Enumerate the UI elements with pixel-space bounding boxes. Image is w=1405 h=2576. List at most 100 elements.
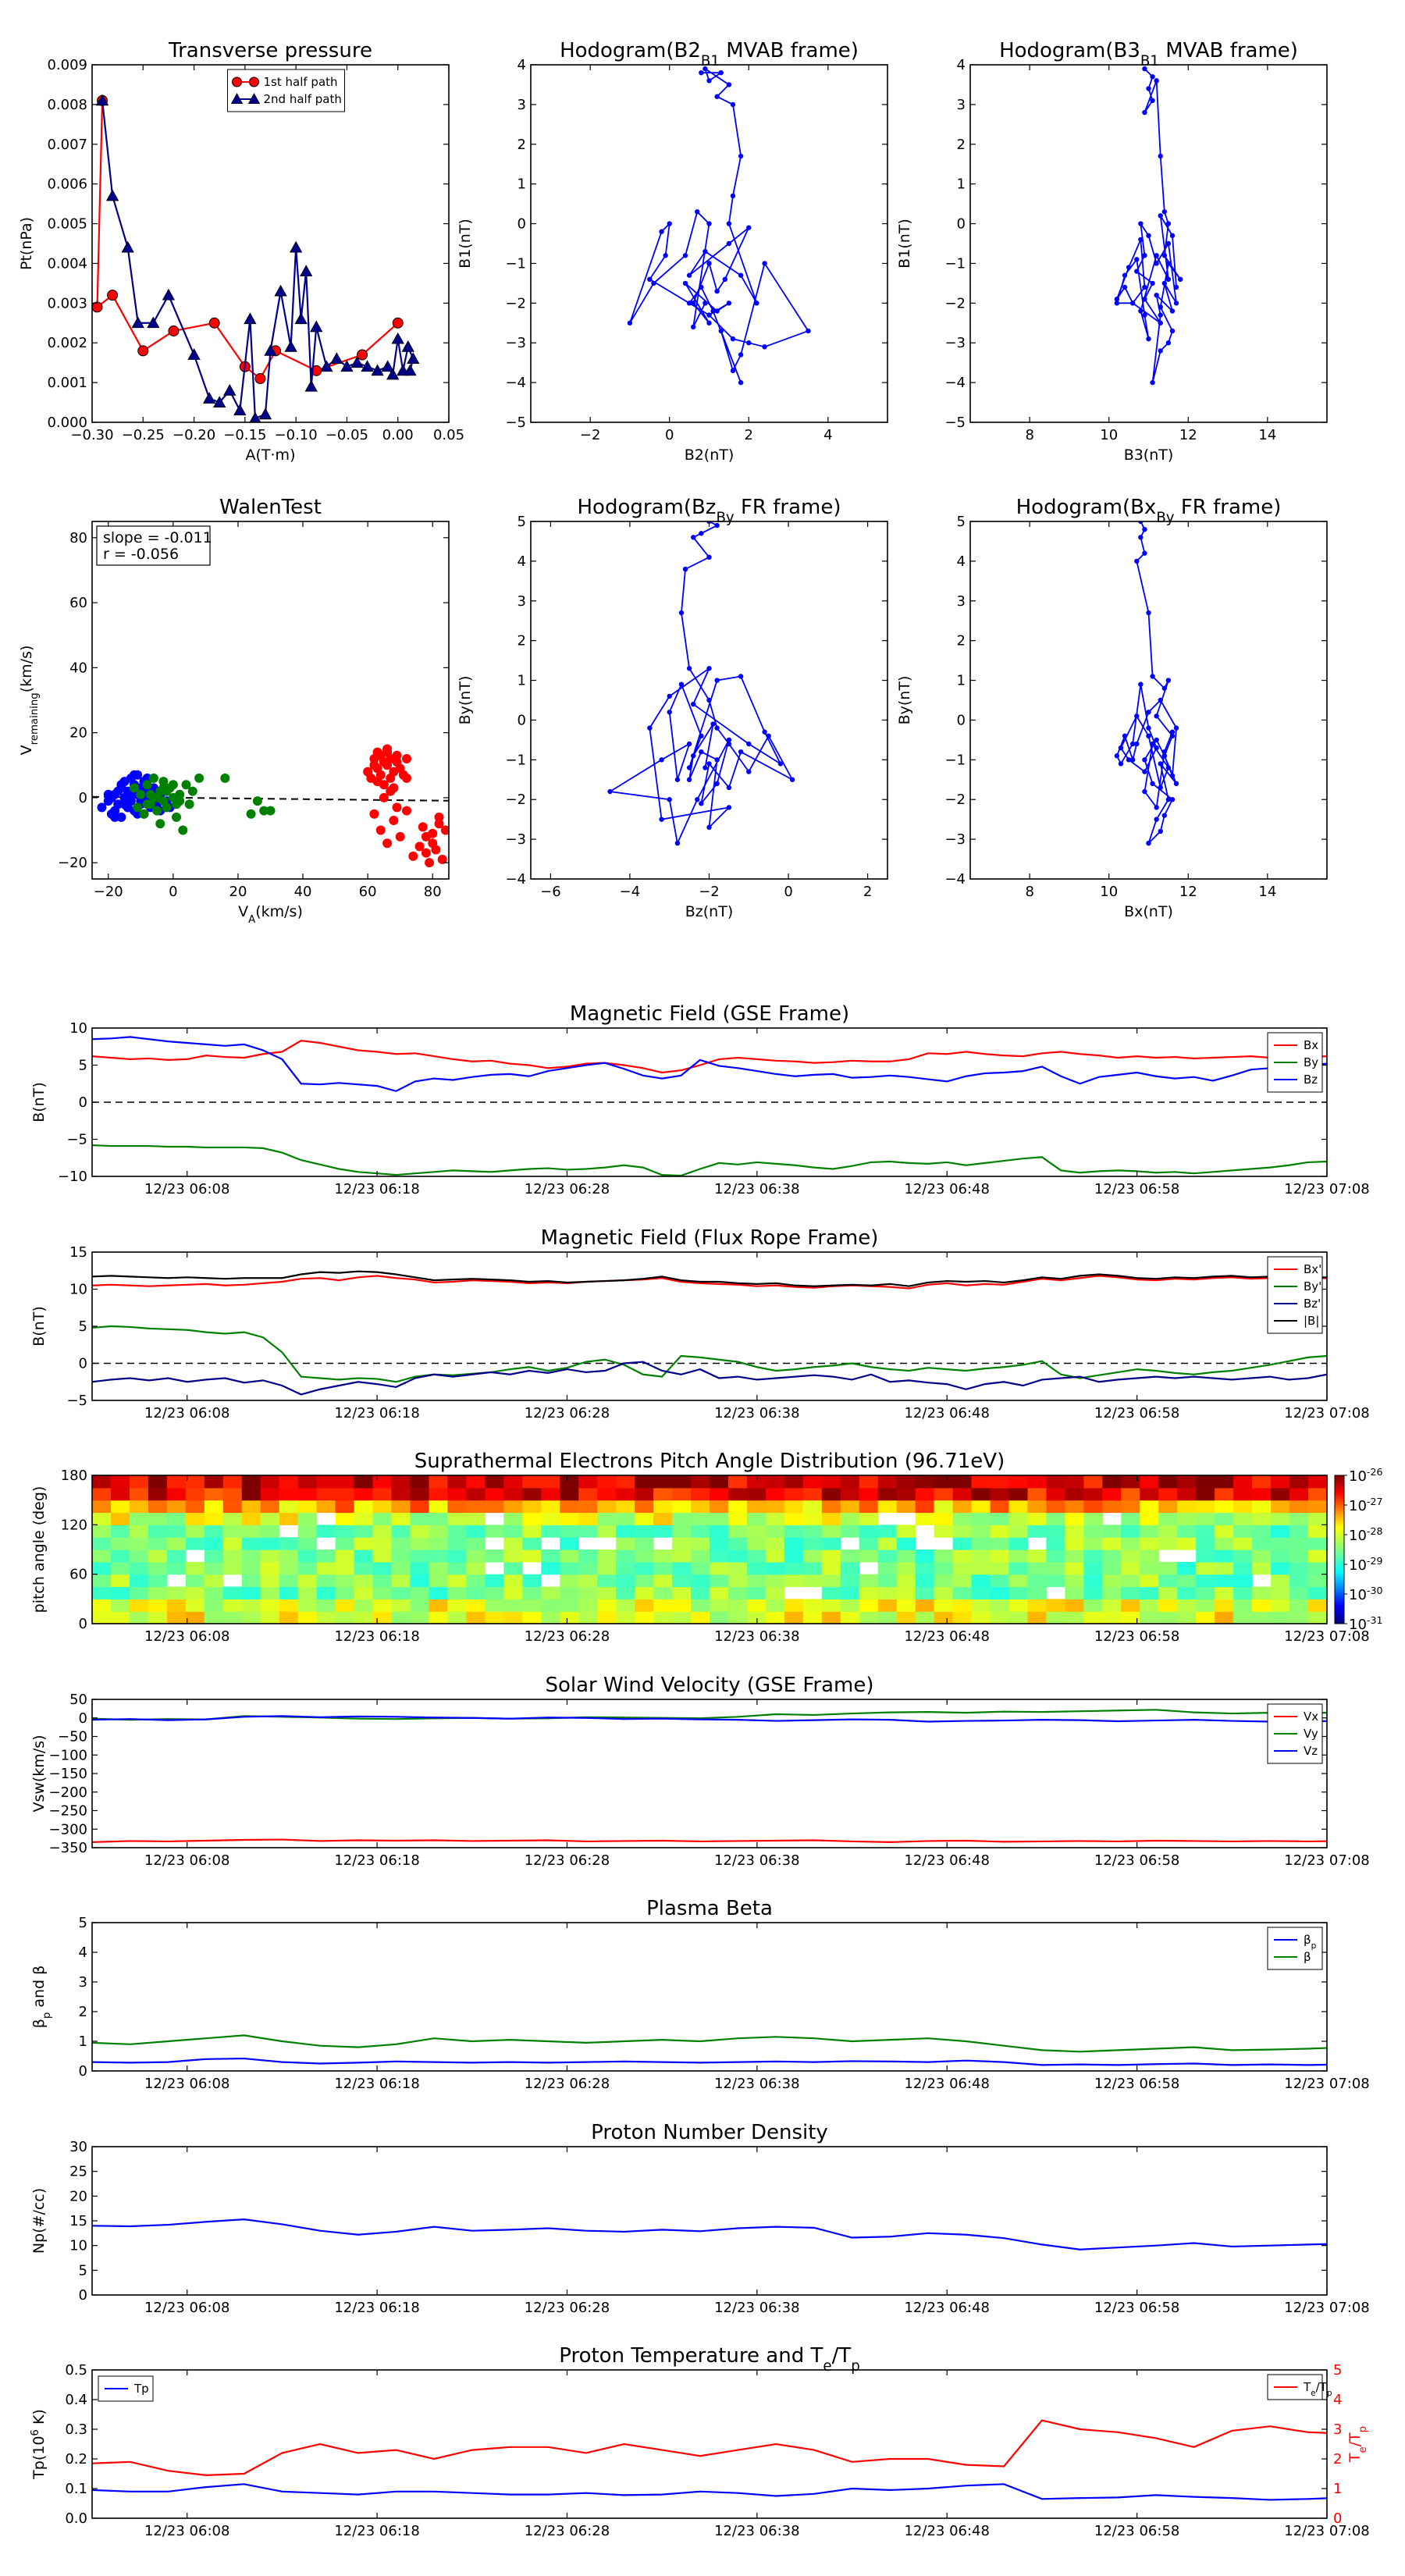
heatmap-cell [802,1561,823,1575]
y-tick-label: 0.003 [47,295,87,311]
heatmap-cell [1121,1550,1140,1563]
heatmap-cell [316,1561,336,1575]
heatmap-cell [148,1550,168,1563]
heatmap-cell [1308,1561,1328,1575]
heatmap-cell [316,1586,336,1599]
y-tick-label: −2 [944,295,966,311]
heatmap-cell [727,1561,748,1575]
heatmap-cell [129,1599,149,1612]
plot-frame [969,521,1328,880]
data-point [1150,674,1155,679]
y-axis-label: By(nT) [457,676,474,725]
heatmap-cell [727,1512,748,1525]
panel-title: Solar Wind Velocity (GSE Frame) [545,1674,873,1697]
heatmap-cell [204,1475,224,1489]
heatmap-cell [241,1561,261,1575]
legend-marker [249,76,259,87]
heatmap-cell [877,1611,898,1624]
data-point [407,352,420,364]
heatmap-cell [1177,1599,1197,1612]
heatmap-cell [635,1475,654,1489]
data-point [107,290,119,301]
data-point [730,193,736,199]
data-point [738,153,744,159]
heatmap-cell [1008,1487,1029,1501]
legend-marker [247,93,261,105]
heatmap-cell [597,1475,617,1489]
heatmap-cell [635,1512,654,1525]
heatmap-cell [485,1574,504,1588]
heatmap-cell [672,1525,692,1538]
data-point [187,348,201,360]
data-point [678,681,685,687]
data-point [1165,797,1172,802]
heatmap-cell [1027,1574,1048,1588]
heatmap-cell [316,1525,336,1538]
heatmap-cell [204,1586,224,1599]
heatmap-cell [710,1599,729,1612]
heatmap-cell [1102,1550,1122,1563]
heatmap-cell [1008,1500,1029,1514]
y-tick-label: 4 [957,57,966,73]
heatmap-cell [1308,1500,1328,1514]
heatmap-cell [727,1475,748,1489]
heatmap-cell [110,1586,130,1599]
heatmap-cell [503,1611,523,1624]
heatmap-cell [1196,1487,1215,1501]
heatmap-cell [1027,1599,1048,1612]
heatmap-cell [485,1599,504,1612]
data-point [1134,269,1140,274]
heatmap-cell [560,1561,579,1575]
heatmap-cell [616,1500,635,1514]
heatmap-cell [952,1500,973,1514]
heatmap-cell [896,1586,916,1599]
legend: 1st half path 2nd half path [227,69,345,112]
legend-label: By' [1304,1279,1321,1293]
y-axis-label: B1(nT) [457,219,474,269]
x-tick-label: 40 [294,884,312,900]
colorbar-tick-label: 10-28 [1349,1525,1382,1545]
heatmap-cell [316,1574,336,1588]
data-point [386,786,396,796]
data-point [1173,725,1179,731]
legend: Bx' By' Bz' |B| [1267,1256,1323,1334]
y-tick-label: 4 [957,553,966,570]
y-tick-label: −150 [49,1766,87,1782]
data-point [1158,761,1163,767]
data-point [381,360,394,372]
heatmap-cell [710,1561,729,1575]
colorbar-tick-label: 10-31 [1349,1614,1382,1634]
heatmap-cell [1233,1537,1253,1550]
heatmap-cell [1215,1599,1234,1612]
heatmap-cell [578,1525,598,1538]
heatmap-cell [466,1512,486,1525]
heatmap-cell [429,1475,449,1489]
panel-title: Transverse pressure [168,39,372,62]
heatmap-cell [447,1487,467,1501]
heatmap-cell [616,1561,635,1575]
heatmap-cell [746,1550,767,1563]
data-point [1154,745,1159,751]
plot-frame [91,2369,1328,2519]
y-tick-label: −3 [505,335,526,351]
x-tick-label: 80 [424,884,442,900]
data-point [1122,272,1128,278]
y-tick-label: −200 [49,1784,87,1801]
y-axis-label: B(nT) [30,1082,48,1123]
heatmap-cell [877,1574,898,1588]
x-tick-label: 12/23 06:58 [1094,1181,1179,1197]
series-0 [607,521,795,846]
heatmap-cell [1271,1599,1290,1612]
y-tick-label: −300 [49,1821,87,1838]
data-point [1158,320,1163,326]
heatmap-cell [691,1599,710,1612]
heatmap-cell [429,1512,449,1525]
heatmap-cell [447,1500,467,1514]
x-tick-label: 12/23 06:58 [1094,2300,1179,2316]
heatmap-cell [129,1550,149,1563]
panel-transverse_pressure: Transverse pressure−0.30 −0.25 −0.20 −0.15−… [18,39,464,464]
heatmap-cell [391,1561,411,1575]
legend-label: Bz' [1304,1297,1321,1311]
heatmap-cell [429,1574,449,1588]
heatmap-cell [447,1512,467,1525]
